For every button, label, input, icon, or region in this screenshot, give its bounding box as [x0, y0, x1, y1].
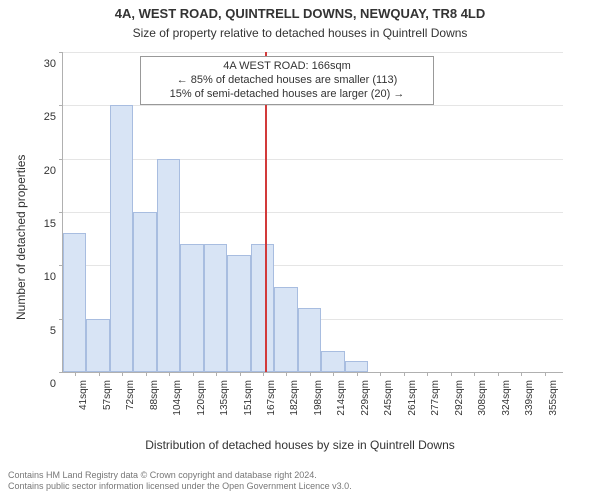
x-tick	[404, 372, 405, 376]
histogram-bar	[157, 159, 180, 372]
y-tick-label: 30	[0, 58, 56, 70]
x-tick	[427, 372, 428, 376]
y-tick-label: 20	[0, 165, 56, 177]
x-tick	[146, 372, 147, 376]
x-tick	[169, 372, 170, 376]
x-tick	[310, 372, 311, 376]
y-tick	[59, 212, 63, 213]
histogram-bar	[204, 244, 227, 372]
x-tick-label: 182sqm	[289, 380, 300, 416]
x-tick	[498, 372, 499, 376]
histogram-bar	[63, 233, 86, 372]
x-tick-label: 151sqm	[243, 380, 254, 416]
x-tick-label: 214sqm	[336, 380, 347, 416]
footer-line-2: Contains public sector information licen…	[8, 481, 352, 492]
x-tick-label: 339sqm	[524, 380, 535, 416]
y-tick-label: 0	[0, 378, 56, 390]
x-tick	[263, 372, 264, 376]
histogram-bar	[321, 351, 344, 372]
x-tick	[216, 372, 217, 376]
histogram-bar	[251, 244, 274, 372]
x-tick-label: 324sqm	[501, 380, 512, 416]
histogram-bar	[180, 244, 203, 372]
y-tick-label: 25	[0, 111, 56, 123]
x-tick-label: 308sqm	[477, 380, 488, 416]
x-tick	[380, 372, 381, 376]
footer-text: Contains HM Land Registry data © Crown c…	[8, 470, 352, 492]
gridline-h	[63, 52, 563, 53]
x-tick-label: 88sqm	[149, 380, 160, 410]
y-tick	[59, 52, 63, 53]
x-tick-label: 57sqm	[102, 380, 113, 410]
callout-line-1: 4A WEST ROAD: 166sqm	[147, 60, 427, 74]
y-tick-label: 5	[0, 325, 56, 337]
histogram-bar	[345, 361, 368, 372]
page-subtitle: Size of property relative to detached ho…	[0, 26, 600, 40]
y-tick	[59, 105, 63, 106]
histogram-bar	[86, 319, 109, 372]
x-tick-label: 41sqm	[78, 380, 89, 410]
x-tick	[451, 372, 452, 376]
x-tick	[474, 372, 475, 376]
histogram-bar	[133, 212, 156, 372]
gridline-h	[63, 159, 563, 160]
x-tick-label: 120sqm	[196, 380, 207, 416]
histogram-bar	[274, 287, 297, 372]
y-axis-label: Number of detached properties	[14, 155, 28, 320]
x-tick-label: 292sqm	[454, 380, 465, 416]
x-tick	[521, 372, 522, 376]
histogram-bar	[298, 308, 321, 372]
y-tick-label: 15	[0, 218, 56, 230]
x-tick-label: 355sqm	[548, 380, 559, 416]
callout-line-2: ← 85% of detached houses are smaller (11…	[147, 74, 427, 88]
callout-line-3: 15% of semi-detached houses are larger (…	[147, 88, 427, 102]
x-tick-label: 72sqm	[125, 380, 136, 410]
x-tick	[333, 372, 334, 376]
x-tick-label: 167sqm	[266, 380, 277, 416]
x-tick	[240, 372, 241, 376]
callout-box: 4A WEST ROAD: 166sqm← 85% of detached ho…	[140, 56, 434, 105]
x-axis-caption: Distribution of detached houses by size …	[0, 438, 600, 452]
x-tick	[545, 372, 546, 376]
x-tick-label: 104sqm	[172, 380, 183, 416]
y-tick-label: 10	[0, 271, 56, 283]
x-tick-label: 261sqm	[407, 380, 418, 416]
footer-line-1: Contains HM Land Registry data © Crown c…	[8, 470, 352, 481]
x-tick	[286, 372, 287, 376]
gridline-h	[63, 105, 563, 106]
x-tick-label: 245sqm	[383, 380, 394, 416]
x-tick	[99, 372, 100, 376]
page-title: 4A, WEST ROAD, QUINTRELL DOWNS, NEWQUAY,…	[0, 6, 600, 21]
histogram-bar	[227, 255, 250, 372]
x-tick	[122, 372, 123, 376]
histogram-bar	[110, 105, 133, 372]
x-tick-label: 135sqm	[219, 380, 230, 416]
x-tick-label: 277sqm	[430, 380, 441, 416]
x-tick	[357, 372, 358, 376]
y-tick	[59, 372, 63, 373]
y-tick	[59, 159, 63, 160]
x-tick-label: 229sqm	[360, 380, 371, 416]
x-tick-label: 198sqm	[313, 380, 324, 416]
x-tick	[75, 372, 76, 376]
x-tick	[193, 372, 194, 376]
